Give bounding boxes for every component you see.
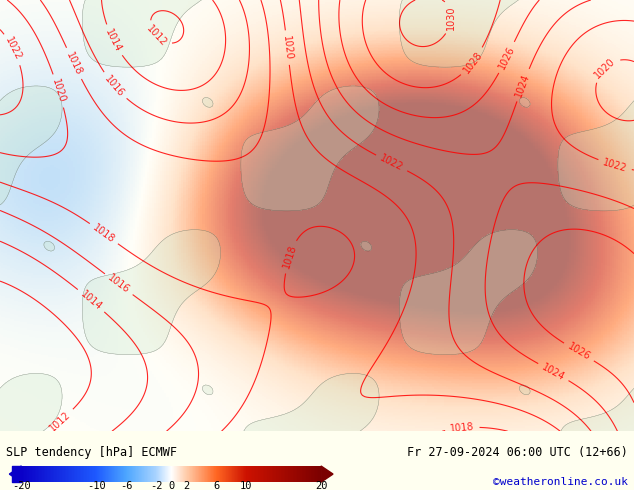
Text: 1022: 1022 xyxy=(602,157,628,173)
Text: 1022: 1022 xyxy=(3,36,23,62)
Text: 1018: 1018 xyxy=(281,244,298,270)
Text: 1018: 1018 xyxy=(450,422,475,434)
Text: 6: 6 xyxy=(213,481,219,490)
Text: 10: 10 xyxy=(240,481,252,490)
Text: ©weatheronline.co.uk: ©weatheronline.co.uk xyxy=(493,477,628,487)
Text: 1022: 1022 xyxy=(378,153,405,173)
Text: -10: -10 xyxy=(87,481,106,490)
Text: 1024: 1024 xyxy=(540,362,567,382)
Text: 1020: 1020 xyxy=(50,77,67,104)
Text: 1028: 1028 xyxy=(462,49,484,75)
Text: 1026: 1026 xyxy=(497,44,517,71)
Text: 1012: 1012 xyxy=(48,409,73,433)
Text: 1016: 1016 xyxy=(103,74,126,98)
Polygon shape xyxy=(10,466,22,482)
Text: SLP tendency [hPa] ECMWF: SLP tendency [hPa] ECMWF xyxy=(6,446,178,459)
Text: 1018: 1018 xyxy=(64,50,84,76)
Text: 1024: 1024 xyxy=(514,72,532,98)
Polygon shape xyxy=(321,466,333,482)
Text: 2: 2 xyxy=(183,481,190,490)
Text: -6: -6 xyxy=(120,481,133,490)
Text: -2: -2 xyxy=(150,481,162,490)
Text: 1014: 1014 xyxy=(79,289,104,312)
Text: 1018: 1018 xyxy=(91,222,117,245)
Text: -20: -20 xyxy=(12,481,30,490)
Text: 1026: 1026 xyxy=(566,342,592,363)
Text: 1012: 1012 xyxy=(145,24,169,49)
Text: 1016: 1016 xyxy=(106,273,131,295)
Text: 1030: 1030 xyxy=(446,5,456,29)
Text: 1014: 1014 xyxy=(103,27,124,53)
Text: 1020: 1020 xyxy=(281,35,294,60)
Text: Fr 27-09-2024 06:00 UTC (12+66): Fr 27-09-2024 06:00 UTC (12+66) xyxy=(407,446,628,459)
Text: 1020: 1020 xyxy=(593,56,618,80)
Text: 0: 0 xyxy=(168,481,174,490)
Text: 20: 20 xyxy=(315,481,327,490)
